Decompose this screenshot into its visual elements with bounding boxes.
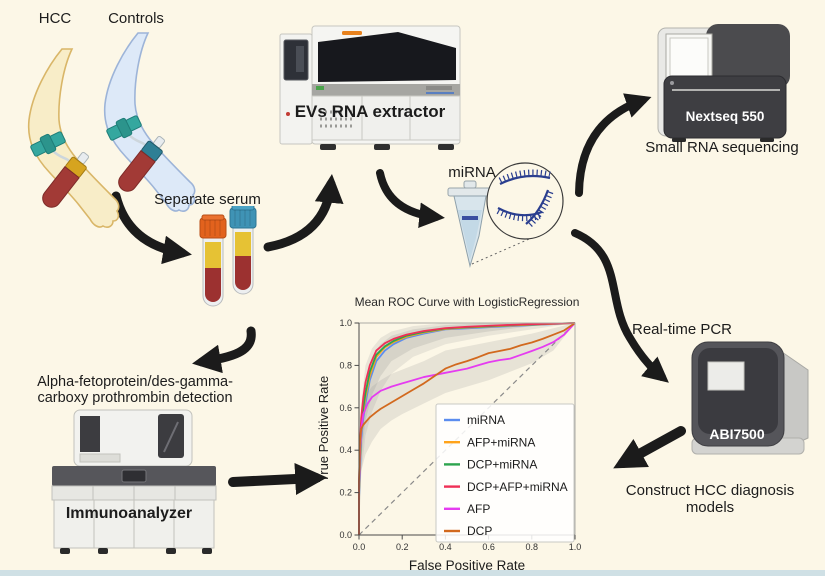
- hcc-arm-illustration: [27, 48, 120, 228]
- serum-tubes-illustration: [199, 206, 257, 307]
- svg-text:0.6: 0.6: [482, 542, 495, 552]
- svg-text:Mean ROC Curve with LogisticRe: Mean ROC Curve with LogisticRegression: [355, 295, 580, 309]
- mirna-illustration: [447, 162, 564, 268]
- svg-text:AFP+miRNA: AFP+miRNA: [467, 435, 535, 449]
- mirna-strands: [496, 169, 554, 229]
- svg-text:False Positive Rate: False Positive Rate: [409, 558, 525, 573]
- separate-serum-label: Separate serum: [154, 191, 261, 208]
- realtime-pcr-label: Real-time PCR: [632, 321, 733, 338]
- svg-text:0.6: 0.6: [339, 403, 352, 413]
- footer-strip: [0, 570, 825, 576]
- small-rna-sequencing-label: Small RNA sequencing: [645, 139, 799, 156]
- svg-text:0.8: 0.8: [339, 360, 352, 370]
- nextseq-illustration: [657, 24, 790, 142]
- tourniquet: [30, 131, 66, 157]
- arrow-extractor-to-mirna: [376, 169, 445, 229]
- patient-arms-illustration: [27, 32, 196, 228]
- arrow-serum-to-immunoassay: [192, 326, 256, 374]
- arrow-serum-to-extractor: [263, 173, 344, 252]
- mirna-label: miRNA: [448, 164, 496, 181]
- svg-text:0.4: 0.4: [439, 542, 452, 552]
- svg-text:True Positive Rate: True Positive Rate: [316, 376, 331, 482]
- arrow-mirna-to-abi7500: [571, 229, 669, 383]
- hcc-blood-tube: [42, 151, 90, 208]
- svg-text:0.4: 0.4: [339, 445, 352, 455]
- tourniquet: [106, 115, 142, 141]
- svg-text:0.2: 0.2: [396, 542, 409, 552]
- abi7500-label: ABI7500: [709, 426, 765, 442]
- evs-rna-extractor-label: EVs RNA extractor: [294, 102, 446, 121]
- arrow-mirna-to-nextseq: [575, 93, 652, 197]
- svg-text:1.0: 1.0: [569, 542, 582, 552]
- serum-tube-controls: [229, 206, 257, 295]
- svg-text:miRNA: miRNA: [467, 413, 505, 427]
- controls-blood-tube: [118, 135, 166, 192]
- svg-text:1.0: 1.0: [339, 318, 352, 328]
- svg-text:DCP+AFP+miRNA: DCP+AFP+miRNA: [467, 480, 568, 494]
- afp-dcp-detection-label-line2: carboxy prothrombin detection: [37, 390, 233, 406]
- evs-rna-extractor-illustration: [279, 25, 461, 150]
- immunoanalyzer-illustration: [51, 409, 217, 554]
- svg-text:0.8: 0.8: [526, 542, 539, 552]
- immunoanalyzer-label: Immunoanalyzer: [65, 505, 193, 522]
- hcc-label: HCC: [38, 10, 72, 27]
- construct-models-label: Construct HCC diagnosis models: [625, 482, 795, 517]
- arrow-abi-to-models: [613, 426, 686, 469]
- svg-text:0.2: 0.2: [339, 488, 352, 498]
- mirna-tube-illustration: [447, 180, 493, 268]
- afp-dcp-detection-label-line1: Alpha-fetoprotein/des-gamma-: [37, 374, 233, 390]
- controls-label: Controls: [108, 10, 164, 27]
- svg-text:DCP: DCP: [467, 524, 492, 538]
- controls-arm-illustration: [103, 32, 196, 212]
- serum-tube-hcc: [199, 214, 227, 307]
- svg-text:0.0: 0.0: [339, 530, 352, 540]
- nextseq-label: Nextseq 550: [685, 109, 765, 124]
- abi7500-illustration: [691, 341, 809, 455]
- roc-chart: 0.0 0.2 0.4 0.6 0.8 1.00.00.20.40.60.81.0Mean…: [316, 295, 582, 573]
- svg-text:AFP: AFP: [467, 502, 490, 516]
- svg-text:DCP+miRNA: DCP+miRNA: [467, 458, 537, 472]
- svg-text:0.0: 0.0: [353, 542, 366, 552]
- arrow-immuno-to-chart: [228, 463, 328, 495]
